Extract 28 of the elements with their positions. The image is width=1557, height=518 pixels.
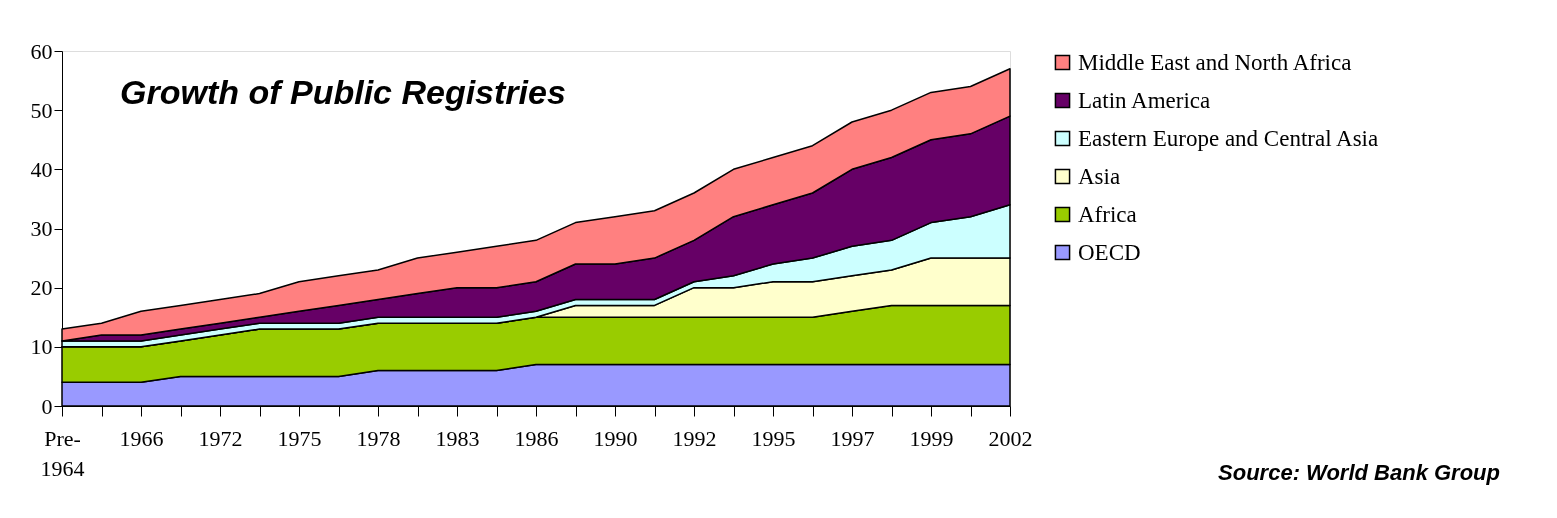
x-tick-label: 1992 <box>672 425 717 451</box>
x-tick-label: 1986 <box>514 425 559 451</box>
legend-label: Latin America <box>1078 87 1211 113</box>
y-tick-label: 60 <box>30 38 53 64</box>
legend-label: Eastern Europe and Central Asia <box>1078 125 1379 151</box>
x-tick-label: 1972 <box>198 425 243 451</box>
x-tick-label: 1975 <box>277 425 322 451</box>
y-tick-label: 30 <box>30 216 53 241</box>
x-tick-label: 1983 <box>435 425 480 451</box>
legend-label: Africa <box>1078 201 1137 227</box>
y-tick-label: 40 <box>30 156 53 182</box>
x-tick-label: 1995 <box>751 425 796 451</box>
text: Growth of Public Registries <box>120 73 566 111</box>
x-tick-label: 2002 <box>988 425 1033 451</box>
source-note: Source: World Bank Group <box>1218 460 1500 485</box>
x-tick-label: 1990 <box>593 425 638 451</box>
legend-label: OECD <box>1078 239 1141 265</box>
x-tick-label: 1978 <box>356 425 401 451</box>
x-tick-label: 1999 <box>909 425 954 451</box>
y-tick-label: 0 <box>41 393 53 419</box>
y-tick-label: 10 <box>30 334 53 360</box>
x-tick-label: 1966 <box>119 425 164 451</box>
legend-label: Asia <box>1078 163 1121 189</box>
x-tick-label: 1997 <box>830 425 875 451</box>
legend-label: Middle East and North Africa <box>1078 49 1352 75</box>
y-tick-label: 20 <box>30 275 53 301</box>
y-tick-label: 50 <box>30 97 53 123</box>
x-tick-label: Pre-1964 <box>40 425 85 481</box>
